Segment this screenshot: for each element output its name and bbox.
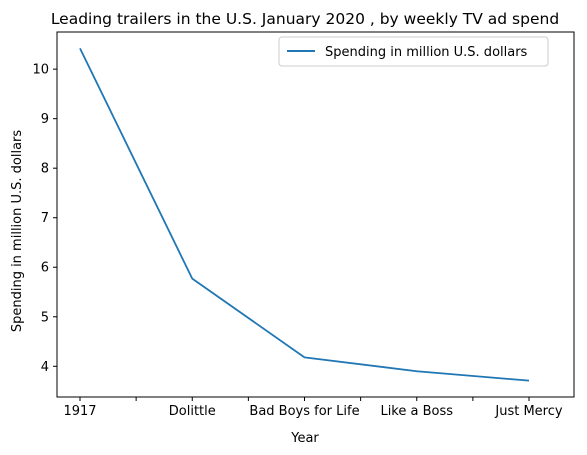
x-tick-label: Dolittle [169, 404, 216, 419]
y-tick-label: 9 [41, 112, 49, 127]
series-line [79, 47, 530, 382]
y-tick-label: 6 [41, 261, 49, 276]
y-tick-label: 10 [32, 63, 49, 78]
y-tick-label: 4 [41, 360, 49, 375]
legend-frame [278, 36, 549, 67]
x-axis-label: Year [290, 431, 319, 446]
y-tick-label: 7 [41, 211, 49, 226]
y-tick-label: 5 [41, 310, 49, 325]
x-tick-label: Like a Boss [380, 404, 453, 419]
y-axis-label: Spending in million U.S. dollars [10, 130, 25, 333]
axes-frame [56, 31, 575, 398]
y-tick-label: 8 [41, 162, 49, 177]
x-tick-label: Just Mercy [494, 404, 562, 419]
legend: Spending in million U.S. dollars [278, 36, 549, 67]
x-tick-label: Bad Boys for Life [249, 404, 359, 419]
x-tick-label: 1917 [63, 404, 96, 419]
chart-title: Leading trailers in the U.S. January 202… [51, 10, 559, 28]
legend-entry-label: Spending in million U.S. dollars [325, 45, 528, 60]
plot-area: 4 5 6 7 8 9 10 1917 Dolittle Bad Boys for Life Lik… [32, 31, 575, 419]
